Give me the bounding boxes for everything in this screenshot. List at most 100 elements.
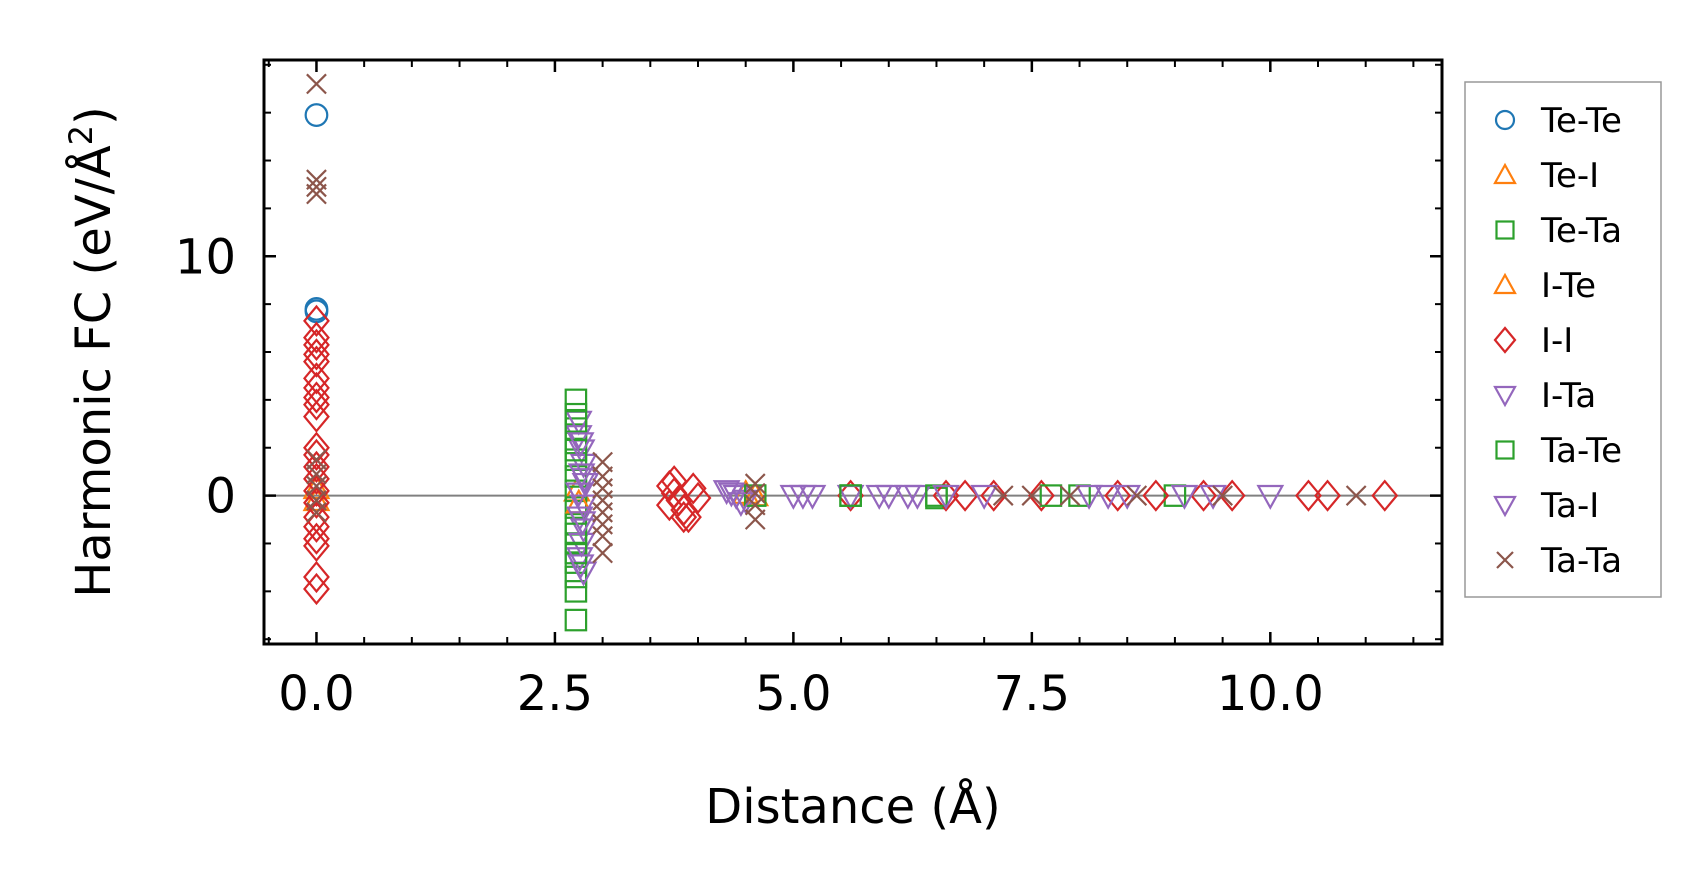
legend-marker	[1493, 495, 1517, 518]
data-point	[564, 608, 588, 632]
legend-item-te-ta: Te-Ta	[1495, 211, 1622, 251]
data-point	[303, 450, 330, 484]
data-point	[1295, 479, 1322, 512]
data-point	[727, 492, 755, 518]
x-tick-label: 10.0	[1217, 666, 1324, 722]
data-point	[744, 509, 766, 530]
legend: Te-Te Te-I Te-Ta I-Te I-I I-Ta Ta-Te Ta-I Ta-Ta	[1464, 81, 1662, 598]
y-axis-label-end: )	[66, 106, 122, 125]
series-ta-i	[566, 432, 1199, 580]
data-points-layer	[302, 73, 1399, 632]
data-point	[303, 462, 330, 495]
data-point	[1190, 479, 1217, 512]
data-point	[789, 484, 817, 510]
legend-marker	[1494, 109, 1516, 131]
data-point	[303, 474, 330, 507]
x-tick-label: 2.5	[517, 666, 593, 722]
legend-label: Ta-Te	[1540, 431, 1622, 471]
data-point	[837, 479, 865, 512]
data-point	[592, 542, 613, 564]
series-i-i	[303, 304, 1399, 606]
legend-item-i-i: I-I	[1493, 321, 1573, 361]
data-point	[303, 572, 330, 606]
data-point	[744, 494, 766, 516]
legend-marker	[1493, 162, 1517, 185]
data-point	[1104, 479, 1132, 512]
data-point	[564, 541, 588, 565]
data-point	[564, 388, 588, 412]
series-te-ta	[564, 388, 1187, 632]
data-point	[564, 580, 588, 603]
data-point	[865, 484, 894, 510]
data-point	[992, 485, 1014, 506]
legend-label: Ta-I	[1540, 486, 1599, 526]
data-point	[932, 479, 960, 512]
data-point	[717, 482, 746, 508]
data-point	[1371, 479, 1399, 512]
x-axis-label: Distance (Å)	[705, 778, 1000, 835]
legend-marker	[1493, 272, 1517, 295]
legend-box	[1464, 81, 1662, 598]
data-point	[655, 489, 683, 522]
y-axis-label: Harmonic FC (eV/Å2)	[62, 106, 122, 598]
data-point	[660, 465, 688, 498]
data-point	[1256, 484, 1285, 510]
data-point	[569, 518, 598, 544]
data-point	[306, 449, 327, 471]
data-point	[744, 473, 766, 495]
data-point	[1075, 484, 1103, 510]
data-point	[303, 388, 330, 421]
series-i-ta	[564, 410, 1285, 587]
data-point	[684, 481, 712, 515]
data-point	[306, 501, 327, 523]
data-point	[1212, 485, 1233, 506]
data-point	[1126, 485, 1148, 506]
data-point	[303, 560, 330, 594]
ticks-layer: 0.0 2.5 5.0 7.5 10.0 0 10	[175, 60, 1442, 722]
legend-label: Te-I	[1540, 156, 1599, 196]
legend-item-ta-ta: Ta-Ta	[1496, 541, 1622, 581]
data-point	[1170, 484, 1199, 510]
data-point	[303, 522, 330, 555]
legend-marker	[1493, 326, 1517, 354]
data-point	[569, 494, 598, 520]
data-point	[303, 400, 330, 433]
legend-label: I-Te	[1541, 266, 1596, 306]
data-point	[970, 484, 999, 510]
data-point	[303, 510, 330, 543]
legend-marker	[1493, 385, 1517, 408]
data-point	[592, 451, 613, 473]
data-point	[303, 345, 330, 378]
data-point	[564, 482, 593, 508]
data-point	[306, 176, 327, 198]
data-point	[839, 484, 862, 507]
data-point	[303, 304, 330, 338]
data-point	[932, 484, 960, 510]
legend-label: Ta-Ta	[1540, 541, 1622, 581]
y-tick-label: 10	[175, 229, 236, 285]
data-point	[1021, 485, 1043, 506]
x-tick-label: 7.5	[994, 666, 1070, 722]
legend-marker	[1496, 551, 1514, 569]
data-point	[303, 321, 330, 354]
legend-item-i-ta: I-Ta	[1493, 376, 1596, 416]
plot-frame	[262, 58, 1444, 646]
data-point	[566, 554, 595, 580]
data-point	[1094, 484, 1123, 510]
data-point	[1027, 479, 1055, 512]
legend-marker	[1495, 220, 1515, 240]
data-point	[1218, 479, 1246, 512]
x-tick-label: 0.0	[278, 666, 354, 722]
data-point	[893, 484, 922, 510]
series-te-te	[304, 103, 329, 324]
data-point	[980, 479, 1008, 512]
data-point	[570, 468, 599, 494]
data-point	[564, 438, 588, 462]
data-point	[571, 472, 600, 498]
legend-marker	[1495, 440, 1515, 460]
data-point	[303, 362, 330, 395]
data-point	[303, 486, 330, 519]
data-point	[1039, 484, 1063, 507]
series-ta-ta	[306, 73, 1367, 564]
data-point	[303, 431, 330, 464]
